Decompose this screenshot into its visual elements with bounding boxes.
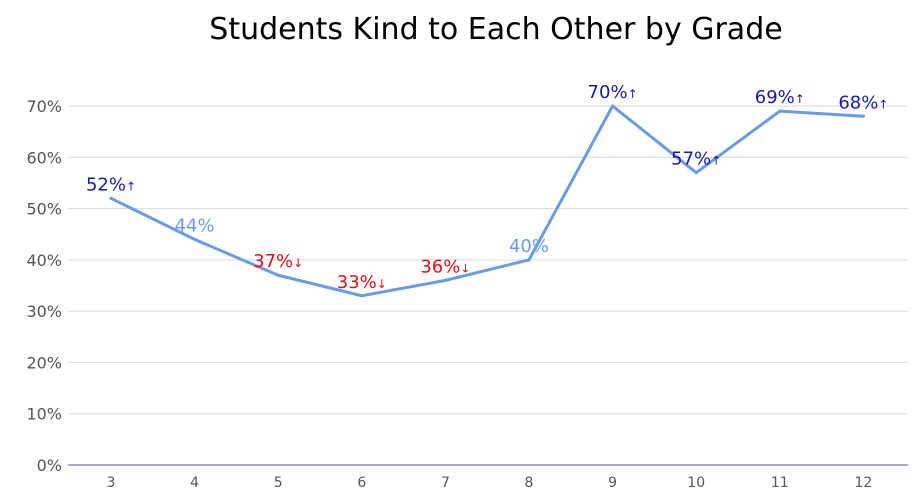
y-tick-label: 30% <box>26 302 62 321</box>
data-label: 44% <box>175 215 215 236</box>
data-point <box>527 258 531 262</box>
data-labels: 52%↑ 44% 37%↓ 33%↓ 36%↓ 40% 70%↑ 57%↑ 69%↑ 68%↑ <box>86 82 888 293</box>
x-tick-label: 6 <box>357 475 366 491</box>
data-label: 68%↑ <box>838 92 888 113</box>
y-tick-label: 0% <box>37 456 62 475</box>
data-point <box>360 294 364 298</box>
data-point <box>861 114 865 118</box>
data-label: 37%↓ <box>253 251 303 272</box>
y-tick-label: 50% <box>26 200 62 219</box>
data-label: 70%↑ <box>588 82 638 103</box>
data-label: 52%↑ <box>86 174 136 195</box>
y-tick-label: 70% <box>26 97 62 116</box>
x-tick-label: 12 <box>854 475 872 491</box>
data-label: 57%↑ <box>671 149 721 170</box>
data-label: 69%↑ <box>755 87 805 108</box>
x-tick-label: 9 <box>608 475 617 491</box>
gridlines <box>68 105 908 415</box>
x-tick-label: 10 <box>687 475 705 491</box>
data-label: 36%↓ <box>420 256 470 277</box>
data-label: 40% <box>509 236 549 257</box>
chart-title: Students Kind to Each Other by Grade <box>209 12 782 47</box>
data-point <box>193 237 197 241</box>
y-tick-label: 40% <box>26 251 62 270</box>
data-label: 33%↓ <box>337 272 387 293</box>
data-point <box>611 104 615 108</box>
data-point <box>109 196 113 200</box>
x-axis-ticks: 3 4 5 6 7 8 9 10 11 12 <box>107 475 873 491</box>
y-tick-label: 20% <box>26 353 62 372</box>
x-tick-label: 11 <box>771 475 789 491</box>
x-tick-label: 4 <box>190 475 199 491</box>
data-point <box>778 109 782 113</box>
x-tick-label: 8 <box>525 475 534 491</box>
data-point <box>276 273 280 277</box>
x-tick-label: 3 <box>107 475 116 491</box>
y-axis-ticks: 0% 10% 20% 30% 40% 50% 60% 70% <box>26 97 62 475</box>
y-tick-label: 60% <box>26 148 62 167</box>
x-tick-label: 5 <box>274 475 283 491</box>
data-point <box>443 278 447 282</box>
series-line <box>109 104 865 298</box>
data-point <box>694 171 698 175</box>
y-tick-label: 10% <box>26 405 62 424</box>
series-group <box>109 104 865 298</box>
x-tick-label: 7 <box>441 475 450 491</box>
